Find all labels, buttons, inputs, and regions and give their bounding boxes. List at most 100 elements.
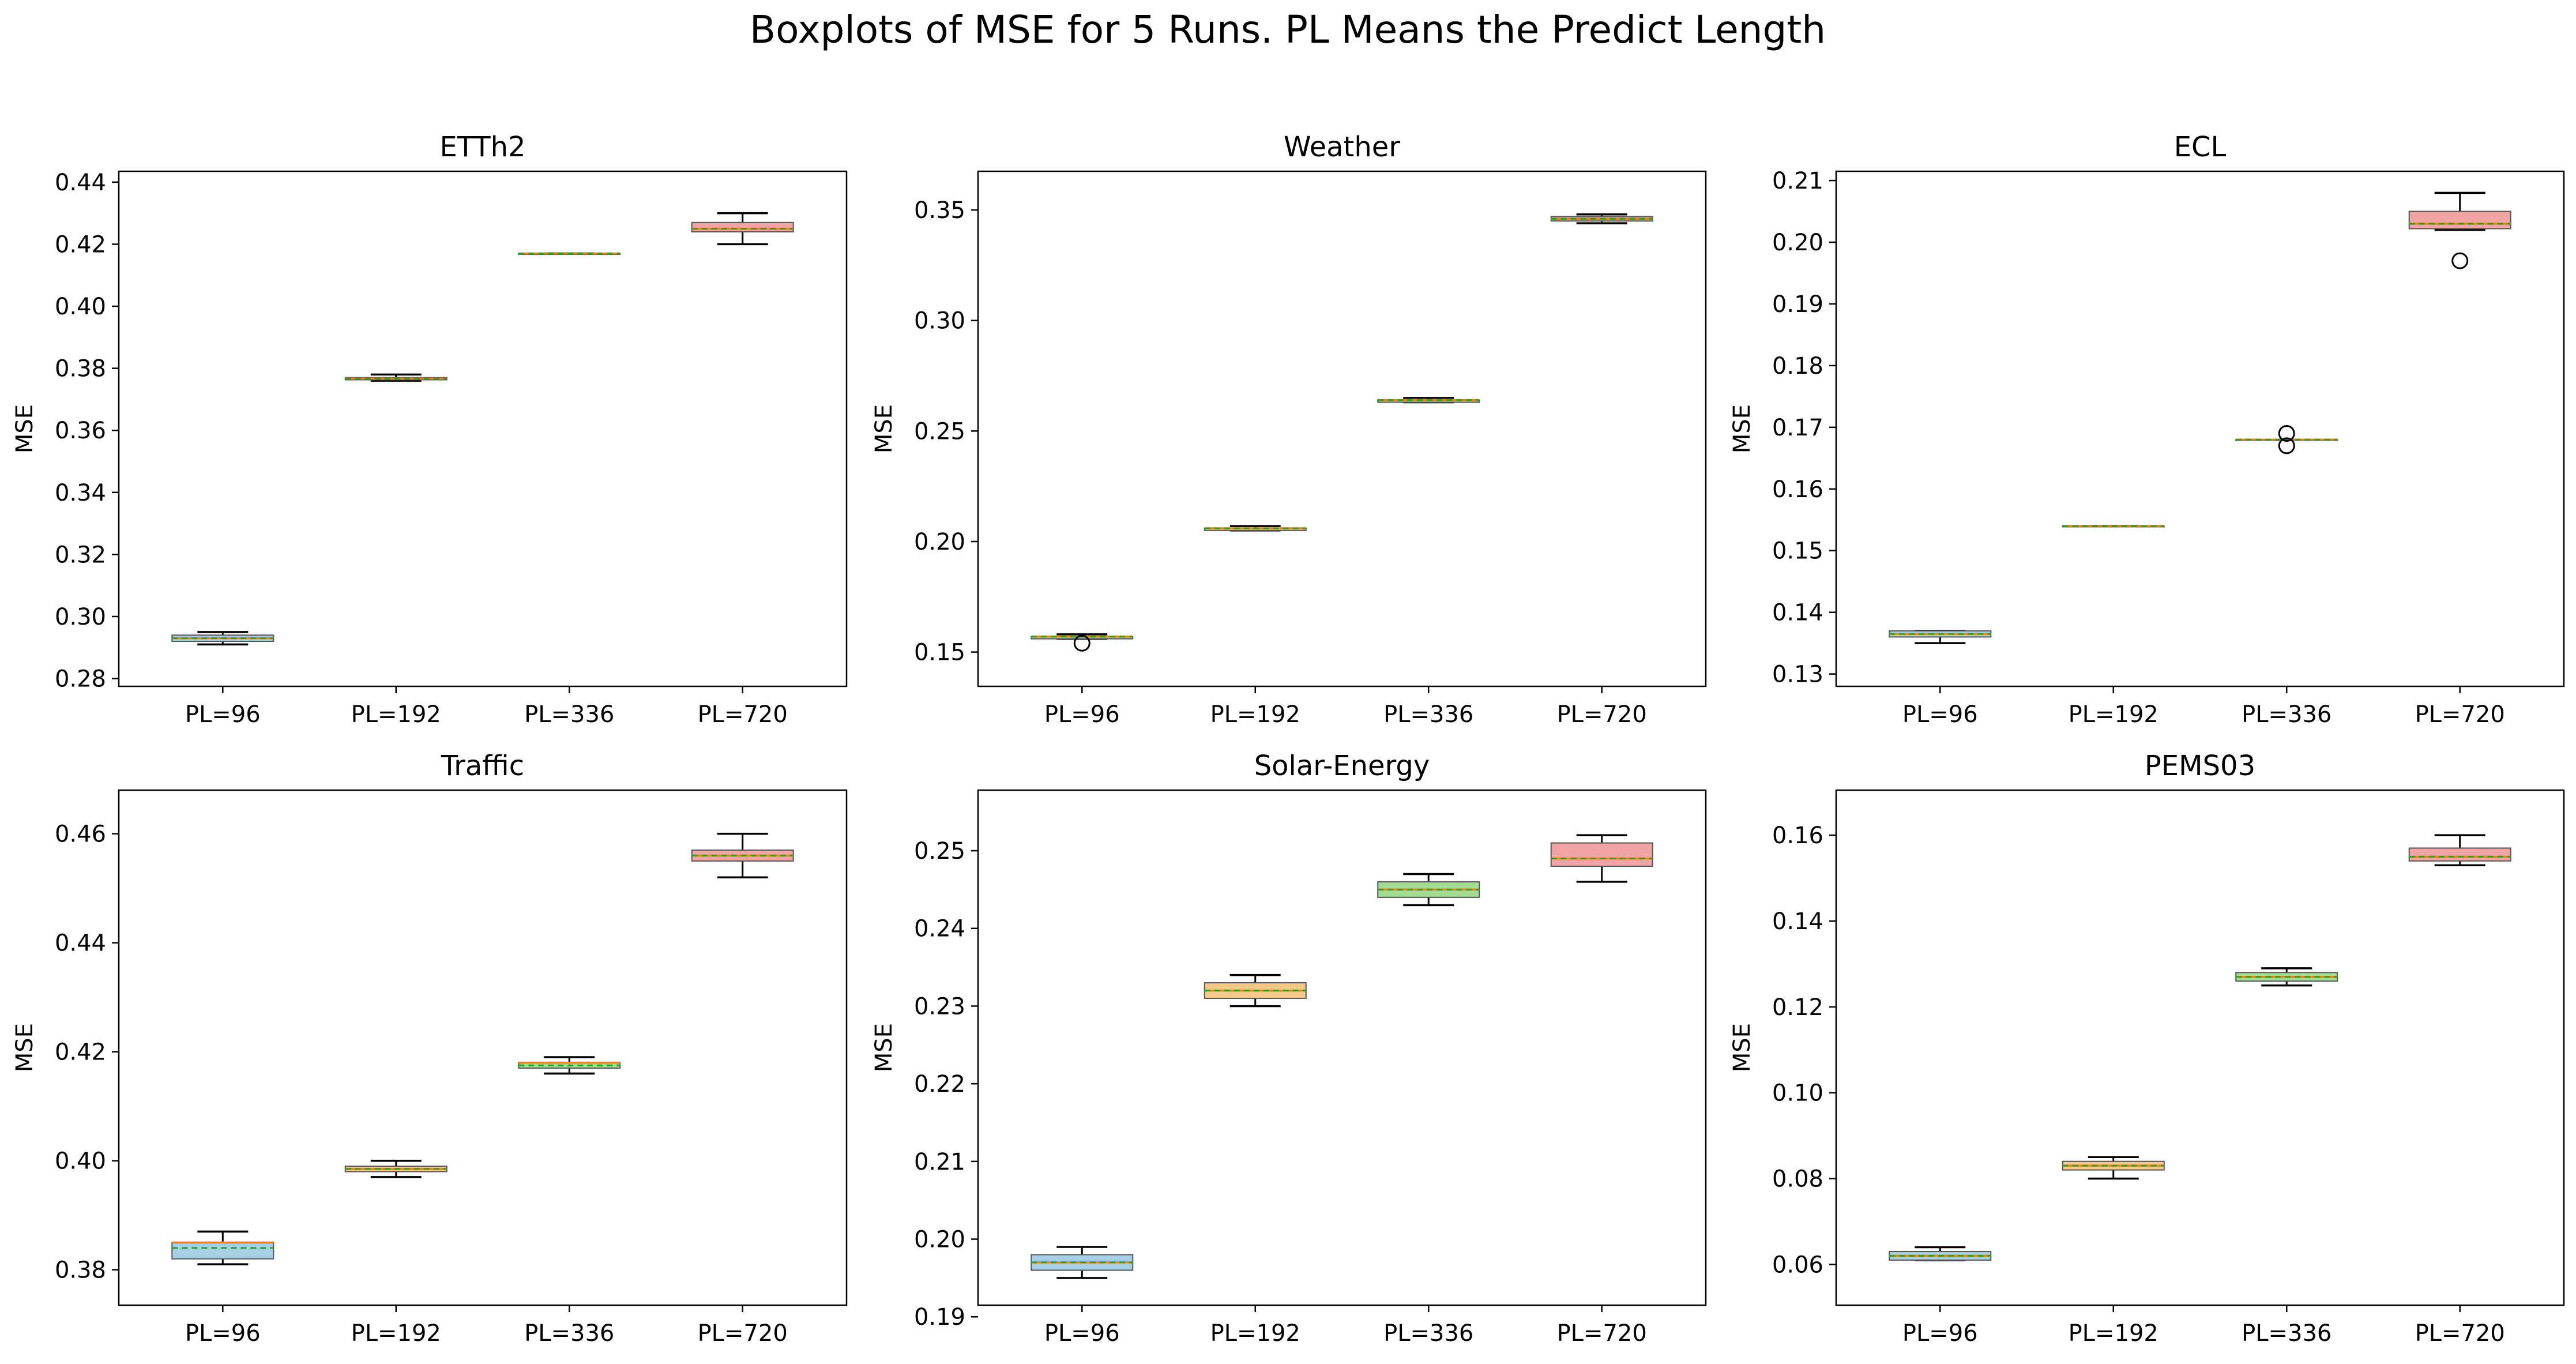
y-tick-label: 0.16 bbox=[1772, 476, 1823, 503]
y-tick-label: 0.42 bbox=[55, 231, 106, 258]
box-pl-192 bbox=[344, 373, 447, 382]
y-tick-label: 0.42 bbox=[55, 1039, 106, 1066]
box-body bbox=[1550, 842, 1653, 867]
y-tick-label: 0.30 bbox=[914, 308, 965, 335]
subplot-title: Traffic bbox=[441, 750, 524, 782]
y-tick-label: 0.38 bbox=[55, 1257, 106, 1284]
axes-frame bbox=[1835, 170, 2565, 687]
outlier-point bbox=[2451, 252, 2469, 269]
box-pl-720 bbox=[2408, 834, 2511, 866]
box-pl-720 bbox=[1550, 213, 1653, 224]
box-pl-336 bbox=[1377, 397, 1480, 404]
y-axis-label: MSE bbox=[1729, 404, 1755, 453]
box-pl-96 bbox=[171, 1230, 274, 1265]
y-tick-label: 0.40 bbox=[55, 1148, 106, 1175]
y-tick-label: 0.21 bbox=[914, 1149, 965, 1175]
box-body bbox=[691, 221, 794, 232]
x-tick-label: PL=720 bbox=[2415, 1320, 2505, 1347]
axes-frame bbox=[977, 170, 1707, 687]
y-tick-label: 0.44 bbox=[55, 170, 106, 196]
y-tick-label: 0.12 bbox=[1772, 994, 1823, 1021]
box-pl-96 bbox=[1889, 1246, 1992, 1261]
x-tick-label: PL=336 bbox=[1383, 701, 1473, 728]
y-tick-label: 0.32 bbox=[55, 542, 106, 568]
box-pl-192 bbox=[2062, 525, 2165, 528]
y-tick-label: 0.20 bbox=[1772, 230, 1823, 256]
x-tick-label: PL=720 bbox=[2415, 701, 2505, 728]
box-body bbox=[171, 1242, 274, 1260]
box-pl-336 bbox=[518, 1056, 621, 1075]
x-tick-label: PL=96 bbox=[1044, 701, 1120, 728]
y-axis-label: MSE bbox=[12, 404, 38, 453]
y-axis-label: MSE bbox=[1729, 1023, 1755, 1072]
x-tick-label: PL=336 bbox=[524, 701, 614, 728]
box-pl-96 bbox=[1031, 633, 1134, 652]
x-tick-label: PL=336 bbox=[2242, 1320, 2331, 1347]
x-tick-label: PL=720 bbox=[698, 701, 788, 728]
x-tick-label: PL=720 bbox=[1557, 701, 1647, 728]
y-tick-label: 0.30 bbox=[55, 604, 106, 630]
y-tick-label: 0.18 bbox=[1772, 353, 1823, 379]
outlier-point bbox=[1073, 634, 1090, 652]
x-tick-label: PL=192 bbox=[351, 1320, 441, 1347]
box-pl-192 bbox=[344, 1159, 447, 1178]
box-pl-192 bbox=[2062, 1156, 2165, 1180]
subplot-1: Weather MSE 0.15 0.20 0.25 0.30 0.35 PL=96 PL=19… bbox=[871, 131, 1707, 728]
x-tick-label: PL=192 bbox=[1210, 701, 1300, 728]
figure-title: Boxplots of MSE for 5 Runs. PL Means the… bbox=[750, 7, 1826, 52]
subplot-2: ECL MSE 0.13 0.14 0.15 0.16 0.17 0.18 0.19 0.20 0.… bbox=[1729, 131, 2565, 728]
x-tick-label: PL=336 bbox=[1383, 1320, 1473, 1347]
subplot-title: Weather bbox=[1284, 131, 1400, 163]
x-tick-label: PL=96 bbox=[185, 701, 261, 728]
box-pl-336 bbox=[1377, 873, 1480, 907]
subplot-title: PEMS03 bbox=[2145, 750, 2255, 782]
y-tick-label: 0.17 bbox=[1772, 415, 1823, 441]
x-tick-label: PL=192 bbox=[1210, 1320, 1300, 1347]
x-tick-label: PL=720 bbox=[1557, 1320, 1647, 1347]
subplot-5: PEMS03 MSE 0.06 0.08 0.10 0.12 0.14 0.16 PL=96 PL… bbox=[1729, 750, 2565, 1347]
outlier-point bbox=[2278, 437, 2295, 454]
box-pl-96 bbox=[171, 631, 274, 646]
y-tick-label: 0.25 bbox=[914, 418, 965, 445]
y-tick-label: 0.08 bbox=[1772, 1166, 1823, 1192]
axes-frame bbox=[118, 170, 848, 687]
y-tick-label: 0.19 bbox=[914, 1304, 965, 1331]
x-tick-label: PL=96 bbox=[1902, 701, 1978, 728]
y-tick-label: 0.23 bbox=[914, 993, 965, 1020]
y-tick-label: 0.16 bbox=[1772, 822, 1823, 849]
y-tick-label: 0.28 bbox=[55, 666, 106, 693]
box-body bbox=[2408, 847, 2511, 862]
axes-frame bbox=[118, 789, 848, 1306]
y-tick-label: 0.24 bbox=[914, 916, 965, 942]
axes-frame bbox=[977, 789, 1707, 1306]
box-pl-96 bbox=[1031, 1246, 1134, 1279]
y-tick-label: 0.20 bbox=[914, 1227, 965, 1253]
y-tick-label: 0.40 bbox=[55, 294, 106, 320]
x-tick-label: PL=96 bbox=[1902, 1320, 1978, 1347]
y-tick-label: 0.36 bbox=[55, 418, 106, 444]
subplot-title: ECL bbox=[2174, 131, 2227, 163]
y-tick-label: 0.44 bbox=[55, 930, 106, 957]
subplot-0: ETTh2 MSE 0.28 0.30 0.32 0.34 0.36 0.38 0.40 0.42… bbox=[12, 131, 848, 728]
subplot-grid: ETTh2 MSE 0.28 0.30 0.32 0.34 0.36 0.38 0.40 0.42… bbox=[12, 131, 2565, 1347]
box-pl-720 bbox=[2408, 191, 2511, 269]
box-pl-96 bbox=[1889, 629, 1992, 644]
y-tick-label: 0.06 bbox=[1772, 1252, 1823, 1278]
y-tick-label: 0.14 bbox=[1772, 600, 1823, 626]
y-tick-label: 0.15 bbox=[914, 640, 965, 666]
x-tick-label: PL=720 bbox=[698, 1320, 788, 1347]
subplot-title: ETTh2 bbox=[439, 131, 525, 163]
x-tick-label: PL=96 bbox=[1044, 1320, 1120, 1347]
y-tick-label: 0.15 bbox=[1772, 538, 1823, 565]
y-tick-label: 0.21 bbox=[1772, 168, 1823, 194]
box-pl-336 bbox=[518, 252, 621, 255]
outlier-point bbox=[2278, 425, 2295, 442]
y-tick-label: 0.13 bbox=[1772, 662, 1823, 688]
y-tick-label: 0.14 bbox=[1772, 908, 1823, 935]
subplot-4: Solar-Energy MSE 0.19 0.20 0.21 0.22 0.23 0.24 0… bbox=[871, 750, 1707, 1347]
y-tick-label: 0.22 bbox=[914, 1071, 965, 1098]
axes-frame bbox=[1835, 789, 2565, 1306]
x-tick-label: PL=192 bbox=[351, 701, 441, 728]
x-tick-label: PL=192 bbox=[2069, 701, 2158, 728]
